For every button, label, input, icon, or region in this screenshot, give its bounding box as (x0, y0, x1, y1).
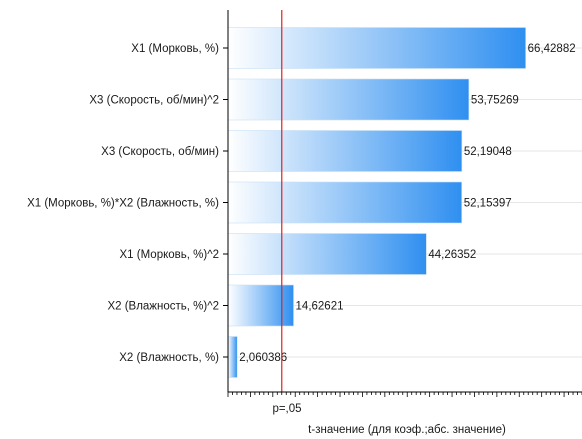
axes: X1 (Морковь, %) X3 (Скорость, об/мин)^2 X3… (27, 10, 582, 397)
bar (227, 27, 526, 69)
threshold-label: p=,05 (272, 403, 301, 415)
category-label: X2 (Влажность, %)^2 (107, 301, 219, 313)
bar (227, 284, 294, 327)
bar (227, 78, 470, 121)
category-label: X3 (Скорость, об/мин)^2 (89, 95, 219, 107)
x-axis-title: t-значение (для коэф.;абс. значение) (308, 424, 506, 436)
category-label: X1 (Морковь, %)*X2 (Влажность, %) (27, 198, 219, 210)
category-label: X1 (Морковь, %) (131, 43, 219, 55)
value-label: 53,75269 (471, 95, 519, 107)
bar (227, 130, 463, 172)
value-label: 66,42882 (528, 43, 576, 55)
category-label: X1 (Морковь, %)^2 (120, 249, 220, 261)
value-label: 44,26352 (428, 249, 476, 261)
value-label: 2,060386 (239, 352, 287, 364)
value-label: 52,19048 (464, 146, 512, 158)
category-label: X3 (Скорость, об/мин) (101, 146, 219, 158)
bar (227, 181, 463, 224)
bar (227, 233, 427, 275)
bar (227, 336, 238, 378)
category-label: X2 (Влажность, %) (119, 352, 219, 364)
bars: 66,42882 53,75269 52,19048 52,15397 44,26352… (227, 27, 576, 378)
value-label: 52,15397 (464, 198, 512, 210)
value-label: 14,62621 (296, 301, 344, 313)
